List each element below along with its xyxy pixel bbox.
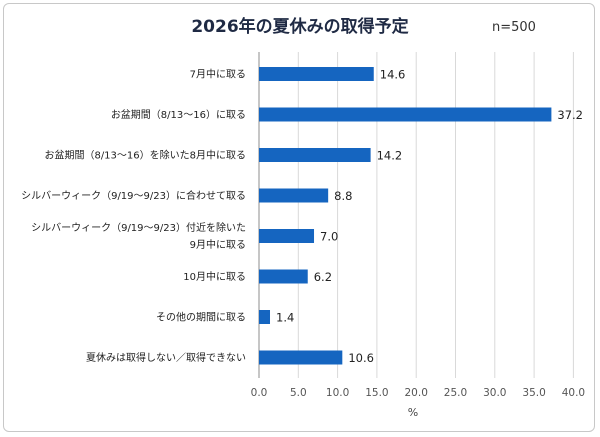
bar xyxy=(259,229,315,243)
category-label: シルバーウィーク（9/19〜9/23）付近を除いた xyxy=(31,221,246,234)
x-tick-label: 25.0 xyxy=(444,387,467,399)
x-tick-label: 30.0 xyxy=(483,387,506,399)
sample-size-label: n=500 xyxy=(492,20,536,35)
bar xyxy=(259,107,552,122)
x-tick-label: 35.0 xyxy=(522,387,545,399)
x-tick-label: 5.0 xyxy=(290,387,307,399)
data-label: 10.6 xyxy=(348,351,374,365)
data-label: 37.2 xyxy=(557,108,583,122)
x-tick-label: 0.0 xyxy=(251,387,268,399)
bar xyxy=(259,350,343,365)
data-label: 14.2 xyxy=(377,149,403,163)
bar xyxy=(259,188,329,203)
category-label: 10月中に取る xyxy=(183,270,246,283)
category-label: 夏休みは取得しない／取得できない xyxy=(86,352,246,364)
x-tick-label: 15.0 xyxy=(365,387,388,399)
category-label: お盆期間（8/13〜16）に取る xyxy=(111,108,246,121)
category-label: 9月中に取る xyxy=(190,238,246,251)
category-label: シルバーウィーク（9/19〜9/23）に合わせて取る xyxy=(21,189,246,202)
data-label: 14.6 xyxy=(380,68,406,82)
bar xyxy=(259,67,374,81)
data-label: 8.8 xyxy=(334,189,352,203)
data-label: 6.2 xyxy=(314,270,332,284)
category-label: お盆期間（8/13〜16）を除いた8月中に取る xyxy=(44,149,246,162)
x-axis-label: % xyxy=(408,406,418,419)
chart-title: 2026年の夏休みの取得予定 xyxy=(191,17,409,37)
category-label: その他の期間に取る xyxy=(156,311,246,324)
bar xyxy=(259,310,271,324)
chart-frame xyxy=(3,3,595,432)
x-tick-label: 40.0 xyxy=(562,387,585,399)
category-label: 7月中に取る xyxy=(190,68,246,81)
x-tick-label: 20.0 xyxy=(405,387,428,399)
data-label: 1.4 xyxy=(276,311,294,325)
data-label: 7.0 xyxy=(320,230,338,244)
bar xyxy=(259,269,308,284)
x-tick-label: 10.0 xyxy=(326,387,349,399)
bar xyxy=(259,148,371,162)
